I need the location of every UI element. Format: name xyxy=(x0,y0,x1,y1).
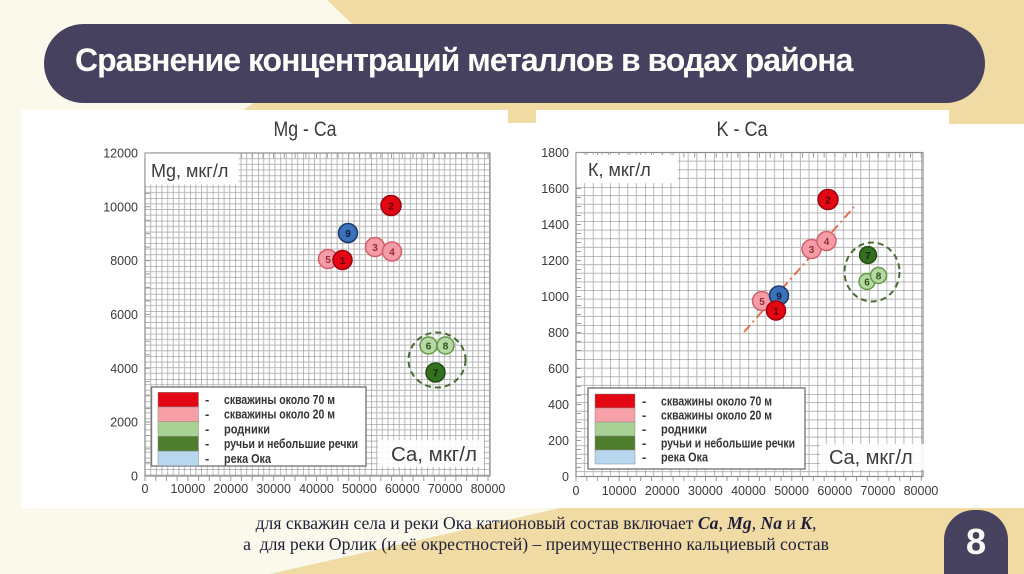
svg-text:2: 2 xyxy=(388,202,394,213)
svg-text:1600: 1600 xyxy=(541,182,569,196)
svg-text:K - Ca: K - Ca xyxy=(717,118,768,141)
svg-text:6: 6 xyxy=(864,278,870,289)
svg-text:скважины около 70 м: скважины около 70 м xyxy=(661,394,772,409)
svg-text:2: 2 xyxy=(825,196,831,207)
svg-text:9: 9 xyxy=(345,229,351,240)
svg-text:50000: 50000 xyxy=(774,484,809,498)
svg-text:800: 800 xyxy=(548,326,569,340)
svg-text:4: 4 xyxy=(389,248,395,259)
svg-text:К, мкг/л: К, мкг/л xyxy=(588,160,651,180)
svg-text:1: 1 xyxy=(340,256,346,267)
svg-text:0: 0 xyxy=(562,470,569,484)
svg-text:родники: родники xyxy=(224,421,270,436)
svg-text:8: 8 xyxy=(443,342,449,353)
svg-text:Ca, мкг/л: Ca, мкг/л xyxy=(391,444,477,466)
svg-text:1200: 1200 xyxy=(541,254,569,268)
svg-text:-: - xyxy=(642,394,646,409)
svg-text:6000: 6000 xyxy=(110,308,138,322)
svg-text:5: 5 xyxy=(325,255,331,266)
svg-text:2000: 2000 xyxy=(110,416,138,430)
svg-text:ручьи и небольшие речки: ручьи и небольшие речки xyxy=(661,436,795,451)
svg-text:10000: 10000 xyxy=(602,484,637,498)
svg-text:8000: 8000 xyxy=(110,254,138,268)
svg-text:река Ока: река Ока xyxy=(661,450,709,465)
svg-text:70000: 70000 xyxy=(428,482,463,496)
svg-text:-: - xyxy=(205,407,209,422)
svg-text:40000: 40000 xyxy=(731,484,766,498)
svg-text:-: - xyxy=(205,451,209,466)
svg-text:-: - xyxy=(642,450,646,465)
svg-text:0: 0 xyxy=(573,484,580,498)
svg-text:7: 7 xyxy=(433,369,439,380)
svg-text:ручьи и небольшие речки: ручьи и небольшие речки xyxy=(224,436,358,451)
svg-text:30000: 30000 xyxy=(256,482,291,496)
svg-text:3: 3 xyxy=(372,243,378,254)
svg-text:Ca, мкг/л: Ca, мкг/л xyxy=(829,447,913,469)
svg-text:1000: 1000 xyxy=(541,290,569,304)
svg-text:30000: 30000 xyxy=(688,484,723,498)
svg-text:Mg, мкг/л: Mg, мкг/л xyxy=(151,161,228,181)
svg-text:5: 5 xyxy=(759,297,765,308)
svg-text:скважины около 70 м: скважины около 70 м xyxy=(224,392,335,407)
svg-text:20000: 20000 xyxy=(213,482,248,496)
svg-text:9: 9 xyxy=(776,292,782,303)
svg-text:0: 0 xyxy=(142,482,149,496)
svg-text:скважины около 20 м: скважины около 20 м xyxy=(224,407,335,422)
svg-text:4000: 4000 xyxy=(110,362,138,376)
svg-text:-: - xyxy=(642,422,646,437)
svg-text:-: - xyxy=(205,392,209,407)
svg-text:река Ока: река Ока xyxy=(224,451,272,466)
svg-text:70000: 70000 xyxy=(861,484,896,498)
svg-text:-: - xyxy=(205,421,209,436)
svg-text:1400: 1400 xyxy=(541,218,569,232)
svg-text:1: 1 xyxy=(773,307,779,318)
svg-text:7: 7 xyxy=(865,251,871,262)
svg-text:родники: родники xyxy=(661,422,707,437)
svg-text:0: 0 xyxy=(131,470,138,484)
svg-text:-: - xyxy=(642,436,646,451)
svg-text:1800: 1800 xyxy=(541,146,569,160)
svg-text:60000: 60000 xyxy=(385,482,420,496)
svg-text:6: 6 xyxy=(426,342,432,353)
svg-text:200: 200 xyxy=(548,434,569,448)
svg-text:80000: 80000 xyxy=(471,482,506,496)
svg-text:-: - xyxy=(205,436,209,451)
svg-text:12000: 12000 xyxy=(103,147,138,161)
svg-text:3: 3 xyxy=(809,245,815,256)
svg-text:10000: 10000 xyxy=(103,200,138,214)
svg-text:Mg - Ca: Mg - Ca xyxy=(274,118,337,141)
svg-text:400: 400 xyxy=(548,398,569,412)
svg-text:8: 8 xyxy=(876,272,882,283)
svg-text:4: 4 xyxy=(824,237,830,248)
svg-text:80000: 80000 xyxy=(904,484,939,498)
svg-text:60000: 60000 xyxy=(817,484,852,498)
svg-text:20000: 20000 xyxy=(645,484,680,498)
svg-text:-: - xyxy=(642,408,646,423)
svg-text:600: 600 xyxy=(548,362,569,376)
svg-text:скважины около 20 м: скважины около 20 м xyxy=(661,408,772,423)
svg-text:40000: 40000 xyxy=(299,482,334,496)
svg-text:10000: 10000 xyxy=(171,482,206,496)
svg-text:50000: 50000 xyxy=(342,482,377,496)
